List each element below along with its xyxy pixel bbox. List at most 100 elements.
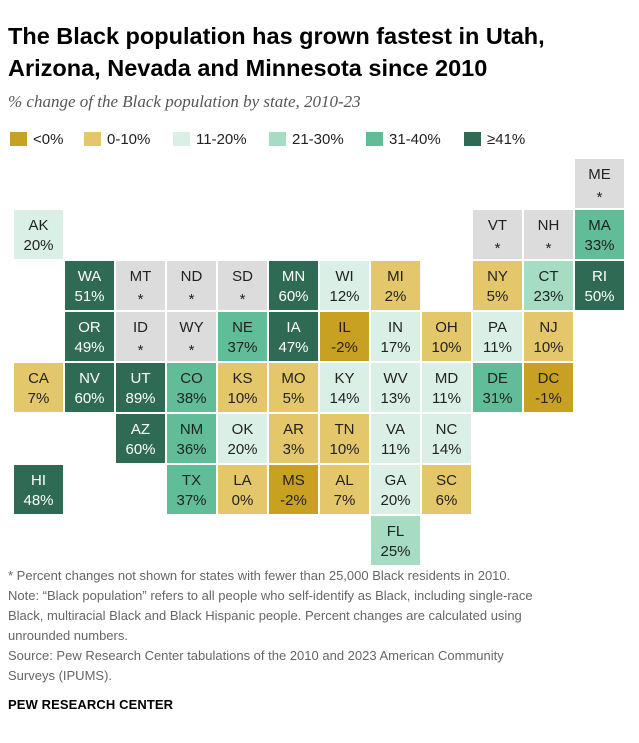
state-tile-ny: NY 5% <box>473 261 522 310</box>
state-value-md: 11% <box>432 390 461 407</box>
state-value-ri: 50% <box>584 288 614 305</box>
state-tile-rect-ut <box>116 363 165 412</box>
state-abbr-ne: NE <box>232 319 253 336</box>
state-value-al: 7% <box>334 492 356 509</box>
state-tile-rect-la <box>218 465 267 514</box>
state-tile-rect-sd <box>218 261 267 310</box>
state-tile-rect-wy <box>167 312 216 361</box>
state-abbr-tn: TN <box>335 421 355 438</box>
state-abbr-nd: ND <box>181 268 203 285</box>
state-value-ok: 20% <box>227 441 257 458</box>
state-value-dc: -1% <box>535 390 562 407</box>
state-value-nc: 14% <box>431 441 461 458</box>
state-value-ca: 7% <box>28 390 50 407</box>
state-abbr-ks: KS <box>232 370 252 387</box>
state-abbr-dc: DC <box>538 370 560 387</box>
state-tile-rect-me <box>575 159 624 208</box>
state-value-ga: 20% <box>380 492 410 509</box>
state-tile-rect-ca <box>14 363 63 412</box>
state-value-nv: 60% <box>74 390 104 407</box>
state-abbr-md: MD <box>435 370 458 387</box>
state-value-wi: 12% <box>329 288 359 305</box>
state-tile-ut: UT 89% <box>116 363 165 412</box>
state-abbr-fl: FL <box>387 523 405 540</box>
state-value-tx: 37% <box>176 492 206 509</box>
state-abbr-ms: MS <box>282 472 305 489</box>
state-tile-rect-vt <box>473 210 522 259</box>
state-tile-rect-mi <box>371 261 420 310</box>
state-tile-wy: WY * <box>167 312 216 361</box>
state-tile-rect-nh <box>524 210 573 259</box>
state-tile-il: IL -2% <box>320 312 369 361</box>
state-tile-rect-sc <box>422 465 471 514</box>
state-tile-az: AZ 60% <box>116 414 165 463</box>
state-value-ma: 33% <box>584 237 614 254</box>
state-value-vt: * <box>495 240 501 257</box>
state-tile-mn: MN 60% <box>269 261 318 310</box>
legend-swatch-11-20 <box>173 132 190 146</box>
state-abbr-wi: WI <box>335 268 353 285</box>
state-abbr-wy: WY <box>179 319 203 336</box>
state-value-oh: 10% <box>431 339 461 356</box>
state-value-me: * <box>597 189 603 206</box>
state-value-co: 38% <box>176 390 206 407</box>
state-abbr-nm: NM <box>180 421 203 438</box>
state-tile-rect-ma <box>575 210 624 259</box>
state-tile-ma: MA 33% <box>575 210 624 259</box>
state-abbr-ca: CA <box>28 370 49 387</box>
state-tile-rect-dc <box>524 363 573 412</box>
state-tile-rect-ct <box>524 261 573 310</box>
state-value-sd: * <box>240 291 246 308</box>
state-value-la: 0% <box>232 492 254 509</box>
state-value-wy: * <box>189 342 195 359</box>
state-tile-hi: HI 48% <box>14 465 63 514</box>
state-value-hi: 48% <box>23 492 53 509</box>
state-tile-la: LA 0% <box>218 465 267 514</box>
state-tile-rect-ar <box>269 414 318 463</box>
state-tile-rect-de <box>473 363 522 412</box>
state-abbr-ga: GA <box>385 472 407 489</box>
legend-label-21-30: 21-30% <box>292 131 344 148</box>
legend-swatch-below-0 <box>10 132 27 146</box>
state-abbr-co: CO <box>180 370 203 387</box>
state-tile-ne: NE 37% <box>218 312 267 361</box>
state-tile-rect-il <box>320 312 369 361</box>
state-abbr-vt: VT <box>488 217 507 234</box>
state-tile-rect-mt <box>116 261 165 310</box>
state-tile-rect-co <box>167 363 216 412</box>
state-value-mo: 5% <box>283 390 305 407</box>
state-value-ak: 20% <box>23 237 53 254</box>
state-tile-ri: RI 50% <box>575 261 624 310</box>
state-value-sc: 6% <box>436 492 458 509</box>
state-tile-rect-nj <box>524 312 573 361</box>
state-value-fl: 25% <box>380 543 410 560</box>
state-abbr-nj: NJ <box>539 319 557 336</box>
state-abbr-az: AZ <box>131 421 150 438</box>
state-tile-rect-ks <box>218 363 267 412</box>
state-tile-nc: NC 14% <box>422 414 471 463</box>
state-value-nm: 36% <box>176 441 206 458</box>
state-value-az: 60% <box>125 441 155 458</box>
state-tile-wa: WA 51% <box>65 261 114 310</box>
state-tile-me: ME * <box>575 159 624 208</box>
state-tile-rect-ne <box>218 312 267 361</box>
state-value-il: -2% <box>331 339 358 356</box>
state-value-wv: 13% <box>380 390 410 407</box>
state-tile-in: IN 17% <box>371 312 420 361</box>
footnotes: * Percent changes not shown for states w… <box>8 566 633 686</box>
state-abbr-or: OR <box>78 319 101 336</box>
state-abbr-nh: NH <box>538 217 560 234</box>
state-abbr-me: ME <box>588 166 611 183</box>
legend-label-41-plus: ≥41% <box>487 131 526 148</box>
state-tile-rect-wv <box>371 363 420 412</box>
footnote-asterisk: * Percent changes not shown for states w… <box>8 568 511 583</box>
state-tile-ks: KS 10% <box>218 363 267 412</box>
state-tile-rect-az <box>116 414 165 463</box>
state-tile-rect-in <box>371 312 420 361</box>
state-tile-nj: NJ 10% <box>524 312 573 361</box>
state-value-nd: * <box>189 291 195 308</box>
state-abbr-va: VA <box>386 421 405 438</box>
state-abbr-la: LA <box>233 472 251 489</box>
state-tile-rect-mo <box>269 363 318 412</box>
